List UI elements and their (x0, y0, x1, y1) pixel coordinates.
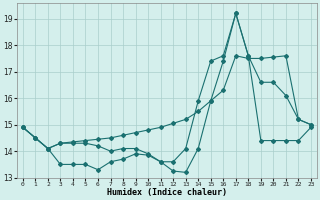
X-axis label: Humidex (Indice chaleur): Humidex (Indice chaleur) (107, 188, 227, 197)
